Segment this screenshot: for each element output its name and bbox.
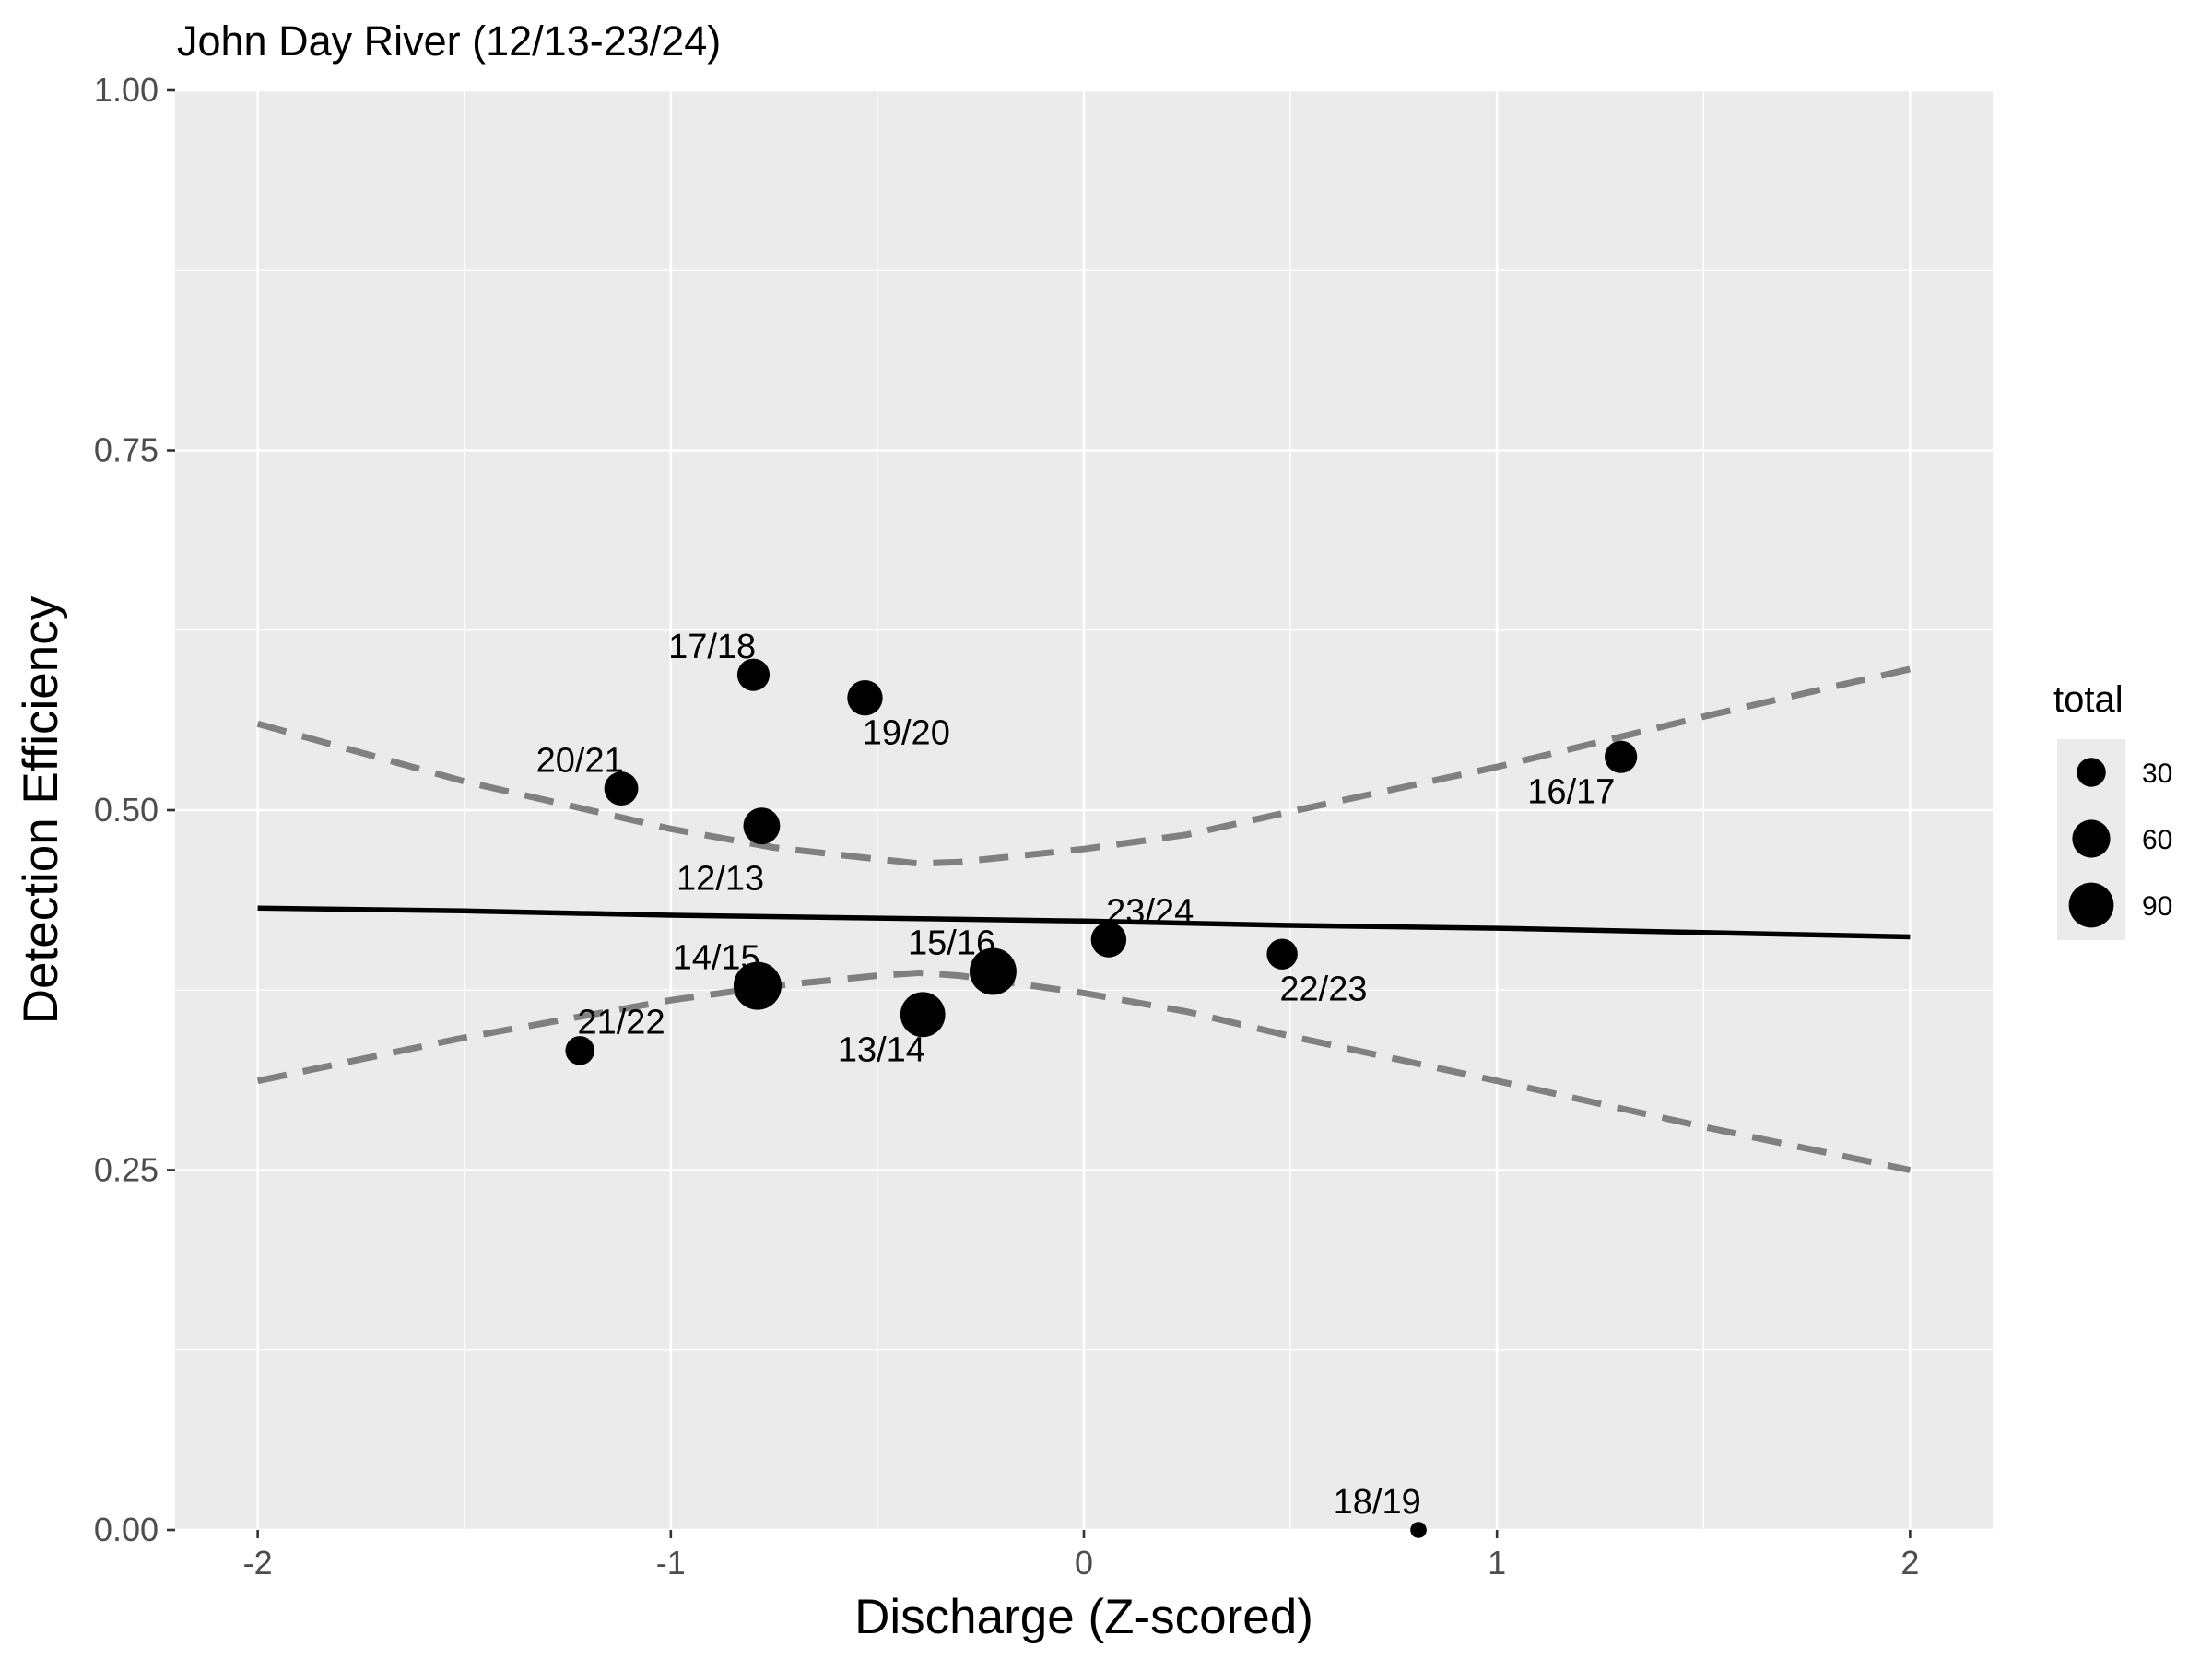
data-point <box>733 961 782 1010</box>
data-point <box>969 947 1017 995</box>
legend-key-label: 60 <box>2142 825 2172 855</box>
point-label: 18/19 <box>1334 1483 1421 1522</box>
y-axis-title: Detection Efficiency <box>14 595 68 1024</box>
legend-key-label: 30 <box>2142 759 2172 789</box>
x-tick-label: -2 <box>243 1544 273 1582</box>
data-point <box>565 1036 594 1065</box>
legend-key-circle <box>2072 819 2111 858</box>
data-point <box>736 658 771 691</box>
data-point <box>1266 938 1298 970</box>
axis-ticks <box>167 88 1912 1538</box>
x-tick-label: 2 <box>1900 1544 1919 1582</box>
data-point <box>1410 1522 1427 1538</box>
point-label: 14/15 <box>673 938 760 977</box>
x-tick-label: 1 <box>1488 1544 1506 1582</box>
y-tick-label: 0.25 <box>94 1151 159 1189</box>
legend-keys: 30 60 90 <box>2068 758 2172 928</box>
data-point <box>1605 740 1638 773</box>
data-point <box>1090 922 1127 958</box>
data-point <box>847 679 883 716</box>
legend-key-circle <box>2077 758 2106 787</box>
chart-title: John Day River (12/13-23/24) <box>177 18 721 65</box>
data-point <box>900 992 946 1038</box>
x-tick-label: -1 <box>656 1544 686 1582</box>
point-labels: 12/13 13/14 14/15 15/16 16/17 17/18 18/19 19/20… <box>536 628 1616 1522</box>
y-tick-label: 0.75 <box>94 431 159 469</box>
y-tick-label: 0.50 <box>94 791 159 829</box>
fit-line <box>257 905 1911 940</box>
point-label: 23/24 <box>1106 892 1194 931</box>
point-label: 22/23 <box>1279 971 1367 1009</box>
x-tick-label: 0 <box>1075 1544 1093 1582</box>
data-point <box>743 807 781 845</box>
legend-key-circle <box>2068 882 2114 928</box>
regression-line <box>257 905 1911 940</box>
x-axis-title: Discharge (Z-scored) <box>854 1590 1313 1644</box>
upper-ci-line <box>256 665 1912 867</box>
point-label: 16/17 <box>1527 773 1615 812</box>
major-gridlines <box>175 88 1993 1532</box>
legend-key-label: 90 <box>2142 891 2172 922</box>
y-tick-label: 0.00 <box>94 1511 159 1548</box>
point-label: 20/21 <box>536 741 624 780</box>
lower-ci-line <box>256 969 1912 1173</box>
confidence-band <box>256 665 1912 1173</box>
point-label: 12/13 <box>677 859 764 898</box>
data-points <box>565 658 1638 1538</box>
point-label: 21/22 <box>577 1004 665 1042</box>
y-tick-label: 1.00 <box>94 71 159 109</box>
legend-title: total <box>2053 679 2124 720</box>
point-label: 15/16 <box>908 924 995 963</box>
legend: total 30 60 90 <box>2053 679 2172 940</box>
point-label: 17/18 <box>668 628 756 666</box>
data-point <box>604 771 639 806</box>
x-tick-labels: -2 -1 0 1 2 <box>243 1544 1920 1582</box>
y-tick-labels: 0.00 0.25 0.50 0.75 1.00 <box>94 71 159 1548</box>
point-label: 19/20 <box>863 714 950 753</box>
point-label: 13/14 <box>838 1030 925 1069</box>
